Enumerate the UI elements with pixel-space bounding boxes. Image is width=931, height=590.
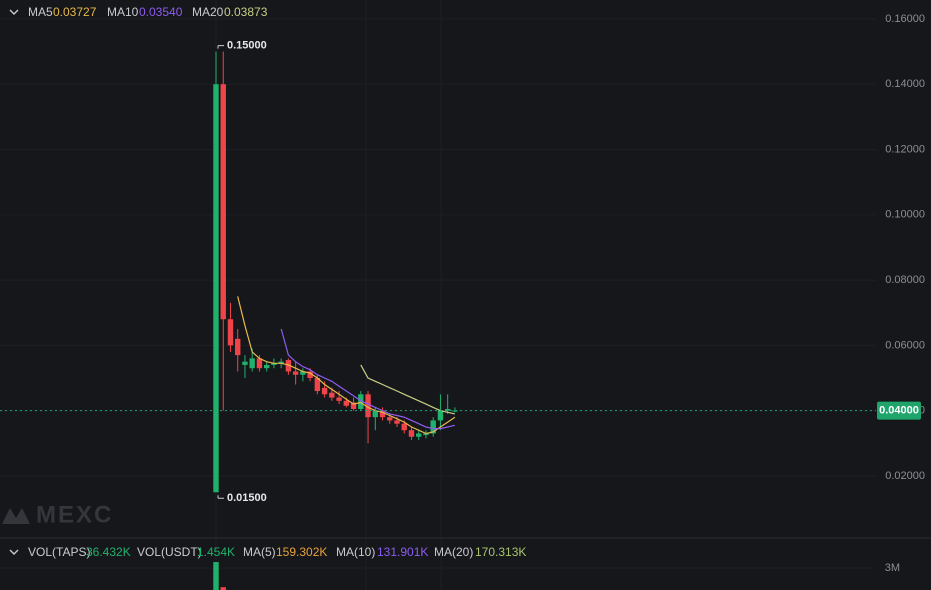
candle-body	[430, 420, 436, 434]
candle-body	[437, 410, 444, 421]
candle-body	[235, 338, 241, 356]
volume-bar	[213, 562, 219, 590]
candle-body	[387, 417, 393, 421]
legend-label: MA10	[107, 5, 139, 19]
candle-body	[220, 84, 226, 320]
candle-body	[365, 394, 371, 418]
candle-body	[285, 360, 292, 372]
y-tick-label: 0.02000	[885, 470, 925, 482]
candle-body	[213, 84, 219, 493]
watermark-logo	[2, 508, 30, 524]
y-tick-label: 0.12000	[885, 143, 925, 155]
legend-value: 0.03873	[224, 5, 268, 19]
collapse-icon[interactable]	[9, 9, 19, 15]
candle-body	[358, 394, 364, 410]
volume-legend-value: 170.313K	[475, 545, 526, 559]
candle-body	[263, 364, 270, 369]
candle-body	[444, 409, 451, 411]
legend-label: MA20	[192, 5, 224, 19]
candle-body	[227, 319, 234, 346]
volume-legend-label: VOL(TAPS)	[28, 545, 90, 559]
legend-value: 0.03727	[53, 5, 97, 19]
y-tick-label: 0.08000	[885, 274, 925, 286]
candle-body	[401, 423, 407, 431]
volume-legend-value: 1.454K	[197, 545, 235, 559]
volume-legend-value: 36.432K	[86, 545, 131, 559]
candle-body	[336, 397, 342, 401]
volume-legend-value: 159.302K	[276, 545, 327, 559]
price-marker-arrow	[217, 45, 224, 49]
volume-bar	[220, 587, 226, 590]
last-price-box	[877, 401, 921, 420]
candle-body	[350, 402, 357, 410]
candle-body	[278, 361, 284, 364]
watermark: MEXC	[2, 501, 113, 528]
volume-legend-label: MA(5)	[243, 545, 276, 559]
candle-body	[300, 371, 306, 375]
candle-body	[307, 371, 313, 378]
candle-body	[271, 363, 277, 365]
candle-body	[292, 371, 299, 375]
collapse-icon[interactable]	[9, 549, 19, 555]
candle-body	[249, 358, 255, 369]
candle-body	[329, 392, 335, 398]
candle-body	[452, 410, 458, 412]
volume-legend-label: VOL(USDT)	[137, 545, 202, 559]
legend-label: MA5	[28, 5, 53, 19]
volume-legend-value: 131.901K	[377, 545, 428, 559]
candle-body	[242, 361, 248, 365]
candle-body	[416, 433, 422, 437]
candle-body	[423, 433, 429, 436]
candle-body	[379, 410, 386, 418]
candle-body	[321, 387, 328, 395]
candle-body	[256, 358, 263, 369]
ma-line	[360, 364, 456, 415]
candle-body	[343, 400, 350, 406]
legend-value: 0.03540	[139, 5, 183, 19]
y-tick-label: 0.14000	[885, 78, 925, 90]
price-marker-label: 0.15000	[227, 39, 267, 51]
candle-body	[372, 410, 378, 418]
ma-line	[237, 296, 456, 435]
ma-line	[280, 328, 456, 430]
candle-body	[314, 377, 321, 392]
y-tick-label: 0.06000	[885, 339, 925, 351]
y-tick-label: 0.10000	[885, 209, 925, 221]
volume-tick-label: 3M	[885, 562, 900, 574]
price-marker-arrow	[217, 495, 224, 499]
last-price-label: 0.04000	[879, 405, 919, 417]
candle-body	[394, 420, 400, 424]
watermark-text: MEXC	[36, 501, 113, 528]
candle-body	[408, 430, 415, 437]
price-marker-label: 0.01500	[227, 492, 267, 504]
volume-legend-label: MA(20)	[434, 545, 473, 559]
volume-legend-label: MA(10)	[336, 545, 375, 559]
y-tick-label: 0.16000	[885, 13, 925, 25]
